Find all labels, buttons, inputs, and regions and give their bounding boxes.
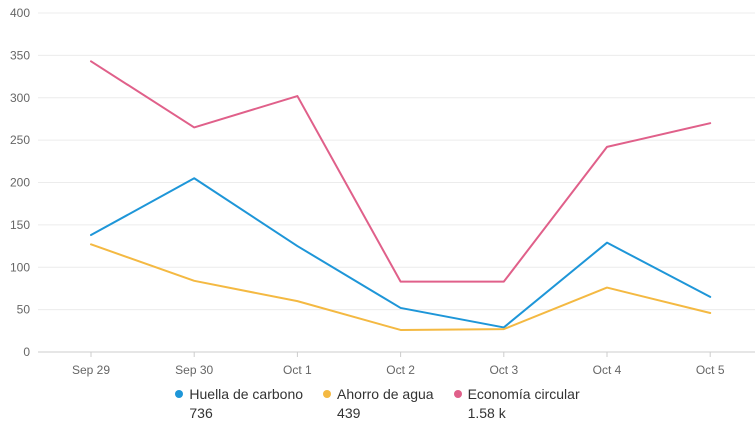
- y-tick-label: 50: [17, 303, 31, 317]
- legend-dot-icon: [323, 390, 332, 398]
- y-tick-label: 350: [10, 48, 30, 62]
- series-lines: [90, 60, 712, 331]
- y-tick-label: 0: [23, 345, 30, 359]
- x-tick-label: Oct 3: [489, 363, 518, 377]
- legend-label: Huella de carbono: [189, 386, 304, 402]
- x-tick-label: Oct 2: [386, 363, 415, 377]
- x-tick-label: Sep 30: [175, 363, 213, 377]
- series-line-econom-a-circular[interactable]: [90, 60, 712, 283]
- y-tick-label: 200: [10, 176, 30, 190]
- y-axis-ticks: 0 50 100 150 200 250 300 350 400: [10, 6, 30, 359]
- legend: Huella de carbono 736 Ahorro de agua 439…: [0, 384, 755, 422]
- gridlines: [38, 12, 755, 353]
- series-line-ahorro-de-agua[interactable]: [90, 243, 712, 331]
- legend-label: Ahorro de agua: [337, 386, 434, 402]
- legend-total: 439: [337, 405, 361, 421]
- line-chart: 0 50 100 150 200 250 300 350 400 Sep 29 Sep 30 Oct…: [10, 6, 755, 377]
- x-tick-label: Sep 29: [72, 363, 110, 377]
- legend-item-ahorro-de-agua[interactable]: Ahorro de agua 439: [323, 384, 434, 422]
- y-tick-label: 300: [10, 91, 30, 105]
- legend-item-economia-circular[interactable]: Economía circular 1.58 k: [453, 384, 580, 422]
- legend-dot-icon: [175, 390, 184, 398]
- x-tick-label: Oct 4: [593, 363, 622, 377]
- legend-item-huella-de-carbono[interactable]: Huella de carbono 736: [175, 384, 303, 422]
- x-tick-label: Oct 5: [696, 363, 725, 377]
- legend-total: 736: [189, 405, 213, 421]
- y-tick-label: 150: [10, 218, 30, 232]
- legend-total: 1.58 k: [467, 405, 506, 421]
- y-tick-label: 400: [10, 6, 30, 20]
- y-tick-label: 250: [10, 133, 30, 147]
- legend-label: Economía circular: [467, 386, 580, 402]
- x-axis-ticks: Sep 29 Sep 30 Oct 1 Oct 2 Oct 3 Oct 4 Oct 5: [72, 352, 725, 377]
- series-line-huella-de-carbono[interactable]: [90, 177, 712, 329]
- y-tick-label: 100: [10, 260, 30, 274]
- x-tick-label: Oct 1: [283, 363, 312, 377]
- legend-dot-icon: [453, 390, 462, 398]
